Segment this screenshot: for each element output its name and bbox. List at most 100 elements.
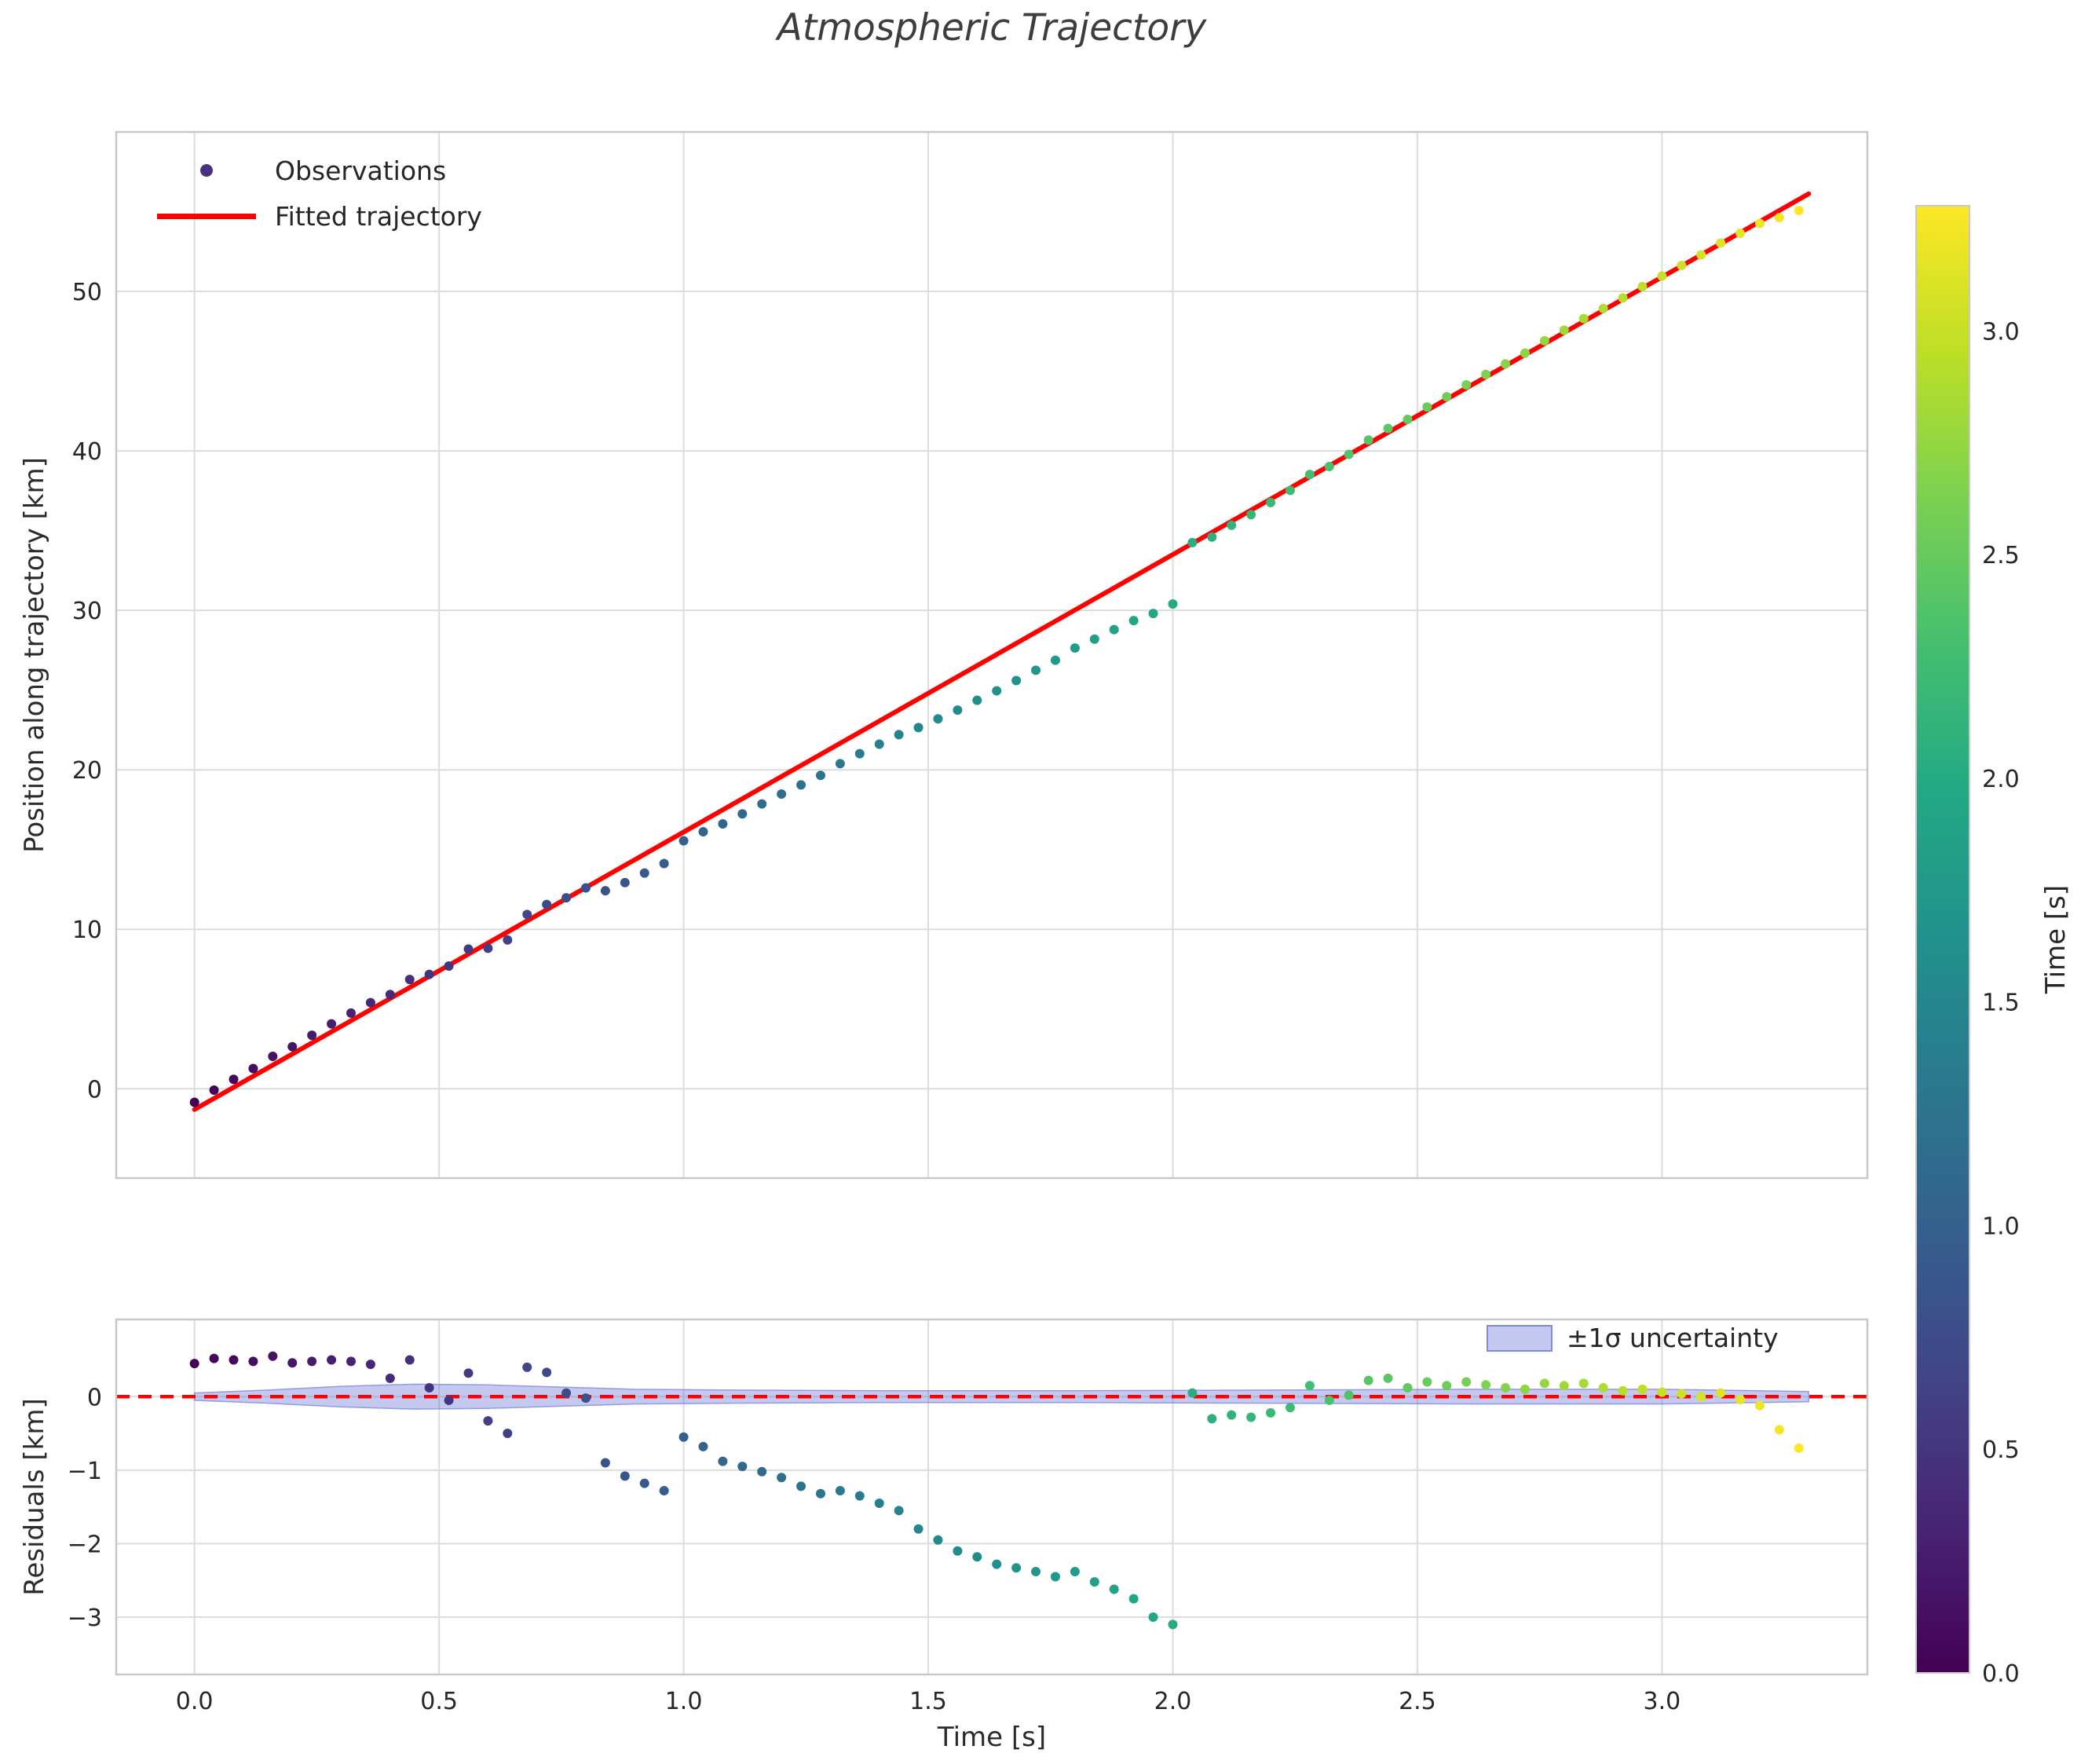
residual-point — [992, 1559, 1002, 1569]
observation-point — [1403, 415, 1413, 425]
residual-point — [268, 1351, 278, 1361]
residual-point — [1246, 1412, 1256, 1422]
residual-point — [1481, 1380, 1491, 1390]
colorbar-tick-label: 2.0 — [1982, 766, 2020, 793]
observation-point — [1774, 213, 1784, 223]
residual-point — [1637, 1384, 1648, 1394]
residual-point — [1363, 1375, 1373, 1385]
observation-point — [1696, 250, 1706, 260]
residual-point — [698, 1441, 708, 1451]
residual-point — [1207, 1414, 1217, 1424]
residual-point — [209, 1353, 219, 1363]
observation-point — [503, 935, 513, 945]
residual-point — [718, 1456, 728, 1466]
observation-point — [639, 868, 649, 878]
observation-point — [1168, 599, 1178, 609]
residual-point — [777, 1473, 787, 1483]
residual-point — [1461, 1377, 1472, 1387]
residual-point — [404, 1355, 415, 1365]
residual-point — [483, 1416, 493, 1426]
observation-point — [972, 695, 982, 705]
observation-point — [1754, 218, 1765, 229]
main-y-tick-label: 40 — [72, 438, 102, 466]
residual-point — [678, 1432, 689, 1442]
residual-point — [385, 1373, 395, 1383]
observation-point — [600, 886, 610, 896]
residual-point — [1598, 1383, 1608, 1393]
residual-point — [1383, 1373, 1393, 1383]
observation-point — [209, 1085, 219, 1095]
observation-point — [346, 1008, 356, 1018]
residual-point — [1168, 1619, 1178, 1630]
observation-point — [913, 723, 923, 733]
observation-point — [1266, 497, 1276, 507]
observation-point — [1677, 260, 1687, 270]
observation-point — [1716, 238, 1726, 248]
observation-point — [307, 1030, 317, 1041]
x-tick-label: 1.0 — [665, 1688, 703, 1715]
observation-point — [1246, 510, 1256, 520]
observation-point — [229, 1074, 239, 1085]
residual-point — [1304, 1381, 1315, 1391]
residual-point — [1559, 1381, 1569, 1391]
residuals-panel-border — [115, 1318, 1869, 1676]
observation-point — [1520, 348, 1530, 358]
observation-point — [757, 799, 767, 809]
uncertainty-legend: ±1σ uncertainty — [1487, 1323, 1779, 1353]
observation-point — [678, 836, 689, 846]
residual-point — [424, 1383, 434, 1393]
residual-point — [1148, 1612, 1158, 1623]
observation-point — [1304, 470, 1315, 480]
residual-point — [307, 1356, 317, 1367]
observation-point — [1539, 335, 1549, 346]
residual-point — [796, 1481, 806, 1491]
x-tick-label: 2.0 — [1154, 1688, 1192, 1715]
residual-point — [1128, 1594, 1139, 1604]
residual-point — [1578, 1378, 1589, 1389]
fitted-line-icon — [157, 213, 256, 219]
legend-fitted-label: Fitted trajectory — [275, 200, 482, 232]
residual-point — [1344, 1390, 1354, 1400]
observation-point — [620, 877, 630, 887]
residual-point — [522, 1362, 532, 1372]
residual-point — [659, 1486, 669, 1496]
x-tick-label: 2.5 — [1399, 1688, 1436, 1715]
observation-point — [1794, 206, 1804, 216]
observation-point — [1109, 624, 1119, 635]
observation-point — [1285, 485, 1295, 496]
fitted-trajectory-line — [192, 191, 1812, 1112]
residual-point — [639, 1478, 649, 1488]
residual-point — [1403, 1383, 1413, 1393]
colorbar-tick-label: 2.5 — [1982, 542, 2020, 569]
colorbar-tick-label: 0.5 — [1982, 1436, 2020, 1464]
observation-point — [1344, 449, 1354, 459]
observation-point — [1148, 609, 1158, 619]
observation-point — [1637, 281, 1648, 291]
observation-point — [1383, 423, 1393, 434]
residuals-y-axis-label: Residuals [km] — [19, 1398, 50, 1596]
residual-point — [1070, 1566, 1080, 1576]
observations-dot-icon — [200, 164, 213, 177]
residual-point — [542, 1367, 552, 1378]
residual-point — [757, 1466, 767, 1477]
observation-point — [894, 730, 904, 740]
observation-point — [1735, 229, 1746, 239]
observation-point — [1050, 655, 1060, 665]
observation-point — [1324, 462, 1334, 472]
colorbar-gradient — [1916, 206, 1969, 1673]
observation-point — [483, 943, 493, 953]
observation-point — [1227, 520, 1237, 530]
legend-observations-label: Observations — [275, 155, 447, 186]
observation-point — [248, 1063, 258, 1074]
residuals-plot-area: 0 −1 −2 −3 0.0 0.5 1.0 1.5 2.0 2.5 3.0 — [68, 1318, 1869, 1715]
observation-point — [1442, 392, 1452, 402]
residual-point — [229, 1355, 239, 1365]
residual-point — [365, 1360, 375, 1370]
residual-point — [1520, 1384, 1530, 1394]
observation-point — [1128, 616, 1139, 626]
observation-point — [1657, 271, 1667, 281]
observation-point — [1501, 359, 1511, 369]
legend: Observations Fitted trajectory — [157, 152, 482, 234]
observation-point — [189, 1097, 199, 1107]
